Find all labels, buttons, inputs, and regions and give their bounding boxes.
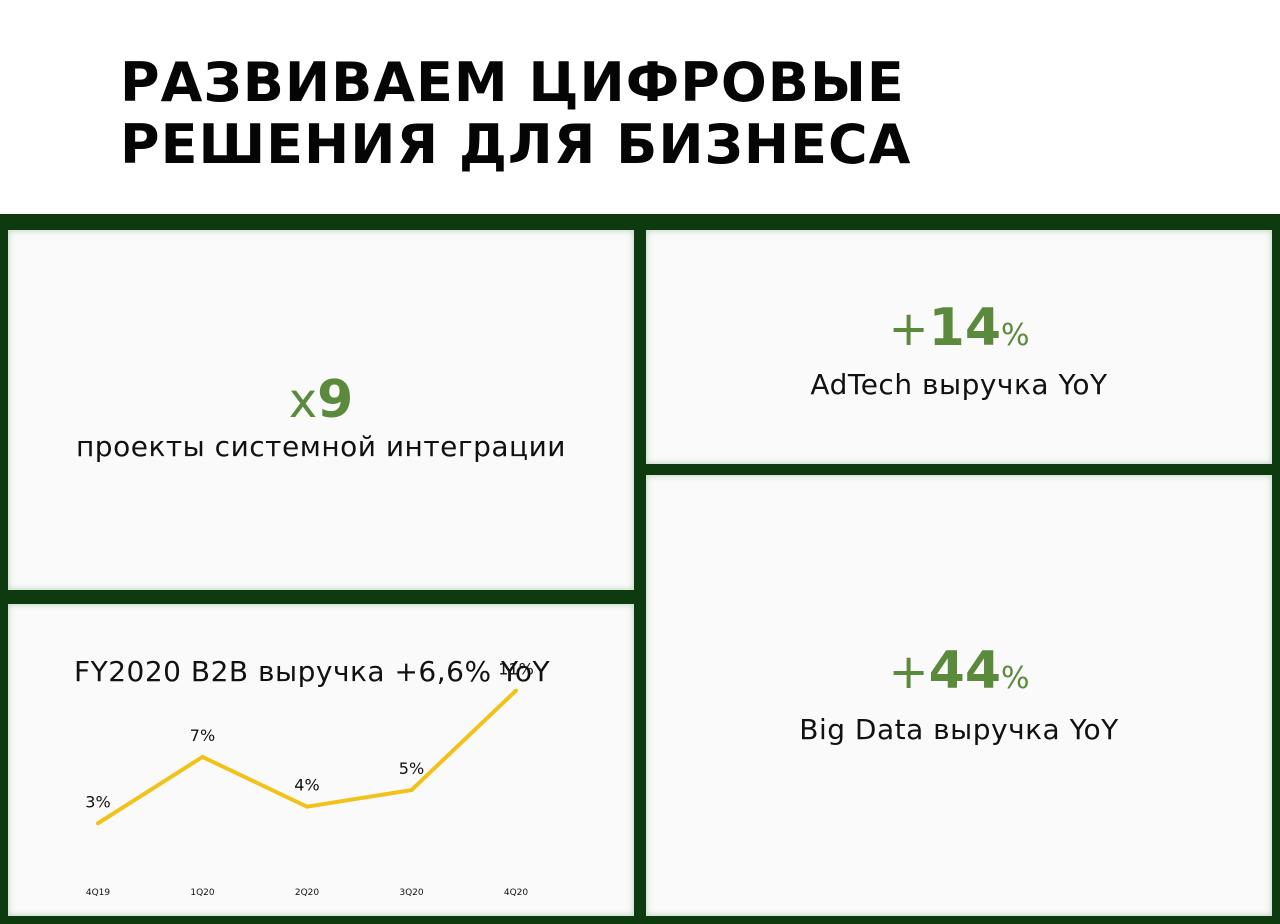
data-point-4q20	[514, 688, 518, 693]
data-label-1q20: 7%	[190, 726, 215, 745]
series-line	[96, 689, 518, 825]
data-point-3q20	[409, 788, 414, 793]
b2b-chart-title: FY2020 B2B выручка +6,6% YoY	[74, 655, 551, 688]
bigdata-caption: Big Data выручка YoY	[799, 713, 1119, 746]
page-title-line-1: РАЗВИВАЕМ ЦИФРОВЫЕ	[120, 51, 905, 114]
bigdata-metric: +44%	[646, 641, 1272, 701]
b2b-line-chart: 3% 4Q19 7% 1Q20 4% 2Q20 5% 3Q20 11% 4Q20	[85, 660, 534, 898]
bigdata-metric-unit: %	[1001, 661, 1030, 696]
adtech-panel: +14% AdTech выручка YoY	[646, 230, 1272, 464]
integration-metric-value: 9	[317, 370, 354, 430]
integration-caption: проекты системной интеграции	[76, 430, 566, 463]
data-label-3q20: 5%	[399, 759, 424, 778]
integration-metric: x9	[8, 370, 634, 430]
adtech-metric-sign: +	[888, 301, 929, 357]
data-label-4q20: 11%	[498, 660, 534, 679]
x-tick-label-3q20: 3Q20	[399, 888, 424, 898]
bigdata-metric-value: 44	[928, 641, 1002, 701]
adtech-metric-unit: %	[1001, 318, 1030, 353]
bigdata-metric-sign: +	[888, 644, 929, 700]
data-label-2q20: 4%	[294, 776, 319, 795]
page-title-line-2: РЕШЕНИЯ ДЛЯ БИЗНЕСА	[120, 113, 912, 176]
data-label-4q19: 3%	[85, 792, 110, 811]
adtech-metric-value: 14	[928, 298, 1002, 358]
page-title: РАЗВИВАЕМ ЦИФРОВЫЕ РЕШЕНИЯ ДЛЯ БИЗНЕСА	[120, 52, 911, 176]
x-tick-label-2q20: 2Q20	[295, 888, 320, 898]
x-tick-label-1q20: 1Q20	[190, 888, 215, 898]
bigdata-panel: +44% Big Data выручка YoY	[646, 475, 1272, 916]
integration-metric-prefix: x	[288, 373, 318, 429]
adtech-caption: AdTech выручка YoY	[810, 368, 1108, 401]
data-point-2q20	[305, 804, 309, 809]
data-point-4q19	[96, 821, 100, 826]
b2b-panel	[8, 604, 634, 916]
adtech-metric: +14%	[646, 298, 1272, 358]
x-tick-label-4q19: 4Q19	[86, 888, 111, 898]
data-point-1q20	[200, 754, 205, 759]
integration-panel: x9 проекты системной интеграции	[8, 230, 634, 590]
x-tick-label-4q20: 4Q20	[504, 888, 529, 898]
